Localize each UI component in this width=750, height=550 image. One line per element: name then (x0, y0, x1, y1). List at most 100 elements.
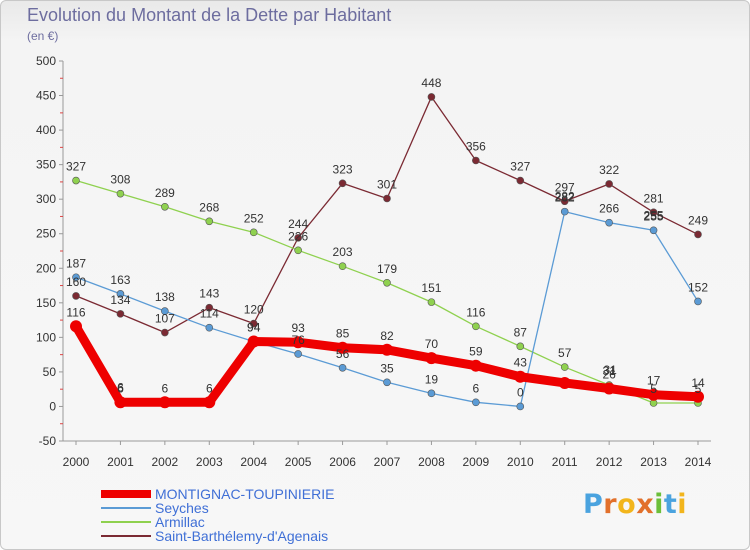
series-montignac-point (70, 320, 82, 333)
overlap-data-label: 31 (603, 363, 617, 377)
logo-letter: t (663, 489, 678, 520)
overlap-data-label: 282 (555, 190, 575, 204)
y-tick-label: 50 (43, 365, 57, 379)
x-tick-label: 2000 (63, 455, 90, 469)
series-saint-barthelemy-data-label: 134 (110, 293, 130, 307)
series-montignac-point (292, 336, 305, 349)
series-armillac-point (383, 278, 391, 287)
legend-label-saint-barthelemy: Saint-Barthélemy-d'Agenais (155, 528, 329, 544)
y-tick-label: 400 (36, 123, 56, 137)
series-seyches-data-label: 266 (599, 202, 619, 216)
chart-subtitle: (en €) (27, 29, 59, 43)
series-montignac-data-label: 17 (647, 374, 661, 388)
series-armillac-data-label: 116 (466, 305, 485, 319)
series-armillac-data-label: 289 (155, 186, 175, 200)
series-seyches-data-label: 19 (425, 372, 439, 386)
series-saint-barthelemy-data-label: 249 (688, 213, 708, 227)
x-tick-label: 2007 (374, 455, 401, 469)
series-seyches-data-label: 35 (380, 361, 394, 375)
series-armillac-point (205, 217, 214, 226)
chart-title: Evolution du Montant de la Dette par Hab… (27, 5, 392, 25)
series-seyches-data-label: 76 (291, 333, 305, 347)
series-montignac-data-label: 93 (291, 321, 305, 335)
series-saint-barthelemy-point (560, 197, 569, 206)
series-montignac-point (114, 396, 127, 409)
y-tick-label: 0 (49, 399, 56, 413)
series-seyches-data-label: 6 (473, 381, 480, 395)
series-saint-barthelemy-data-label: 281 (644, 191, 664, 205)
x-tick-label: 2006 (329, 455, 356, 469)
overlap-data-label: 255 (644, 208, 664, 222)
series-montignac-data-label: 59 (469, 345, 483, 359)
logo-letter: P (583, 489, 604, 520)
x-tick-label: 2014 (685, 455, 712, 469)
series-montignac-point (158, 396, 171, 409)
series-saint-barthelemy-point (649, 208, 658, 217)
x-tick-label: 2011 (552, 455, 578, 469)
x-tick-label: 2008 (418, 455, 445, 469)
series-saint-barthelemy-data-label: 244 (288, 217, 308, 231)
series-seyches-point (161, 307, 169, 315)
series-montignac-point (692, 390, 704, 403)
series-armillac-data-label: 5 (650, 382, 657, 396)
series-saint-barthelemy-point (249, 319, 258, 328)
series-montignac-data-label: 6 (162, 381, 169, 395)
series-seyches-point (383, 378, 391, 387)
series-armillac-point (72, 176, 80, 185)
series-montignac-data-label: 94 (247, 321, 261, 335)
series-seyches-data-label: 138 (155, 290, 175, 304)
series-montignac-point (603, 382, 616, 395)
y-tick-label: 100 (36, 330, 56, 344)
series-montignac-data-label: 70 (425, 337, 439, 351)
series-seyches-data-label: 282 (555, 191, 575, 205)
series-montignac-point (336, 341, 349, 354)
series-saint-barthelemy-point (427, 93, 436, 101)
series-montignac-point (469, 359, 482, 372)
logo-letter: o (617, 489, 637, 520)
series-armillac-point (116, 189, 125, 198)
y-tick-label: 150 (36, 296, 56, 310)
series-armillac-point (427, 298, 436, 306)
series-saint-barthelemy-point (383, 194, 391, 203)
series-armillac-data-label: 327 (66, 160, 86, 174)
series-seyches-data-label: 152 (688, 280, 708, 294)
series-armillac-point (338, 262, 347, 271)
legend-swatch-saint-barthelemy (101, 535, 151, 537)
series-saint-barthelemy-data-label: 327 (510, 160, 530, 174)
series-saint-barthelemy-data-label: 107 (155, 312, 175, 326)
series-seyches-data-label: 56 (336, 347, 350, 361)
series-seyches-data-label: 114 (200, 307, 219, 321)
x-tick-label: 2003 (196, 455, 223, 469)
series-seyches-data-label: 187 (66, 256, 86, 270)
series-saint-barthelemy-point (72, 292, 80, 300)
series-armillac-data-label: 5 (695, 382, 702, 396)
series-saint-barthelemy-data-label: 120 (244, 303, 264, 317)
y-tick-label: 300 (36, 192, 56, 206)
series-seyches-point (72, 273, 80, 282)
y-tick-label: -50 (39, 434, 57, 448)
series-seyches-point (649, 226, 658, 235)
series-armillac-data-label: 31 (602, 364, 616, 378)
legend-label-seyches: Seyches (155, 500, 209, 516)
series-montignac-point (514, 370, 527, 383)
series-armillac-data-label: 203 (333, 245, 353, 259)
series-seyches-data-label: 163 (110, 273, 130, 287)
series-seyches-point (516, 402, 525, 411)
series-saint-barthelemy-data-label: 160 (66, 275, 86, 289)
series-saint-barthelemy-data-label: 322 (599, 163, 619, 177)
series-seyches-point (338, 363, 347, 372)
series-seyches-point (694, 297, 702, 306)
series-saint-barthelemy-point (294, 234, 302, 242)
x-tick-label: 2010 (507, 455, 534, 469)
x-tick-label: 2001 (107, 455, 134, 469)
series-armillac-data-label: 226 (288, 229, 308, 243)
y-tick-label: 250 (36, 227, 56, 241)
x-tick-label: 2009 (463, 455, 490, 469)
series-saint-barthelemy-point (338, 179, 347, 188)
series-armillac-point (472, 322, 480, 331)
series-seyches-point (472, 398, 480, 407)
series-montignac-point (558, 376, 571, 389)
series-saint-barthelemy-data-label: 301 (377, 177, 397, 191)
series-saint-barthelemy-data-label: 143 (199, 287, 219, 301)
legend-swatch-montignac (101, 490, 151, 498)
